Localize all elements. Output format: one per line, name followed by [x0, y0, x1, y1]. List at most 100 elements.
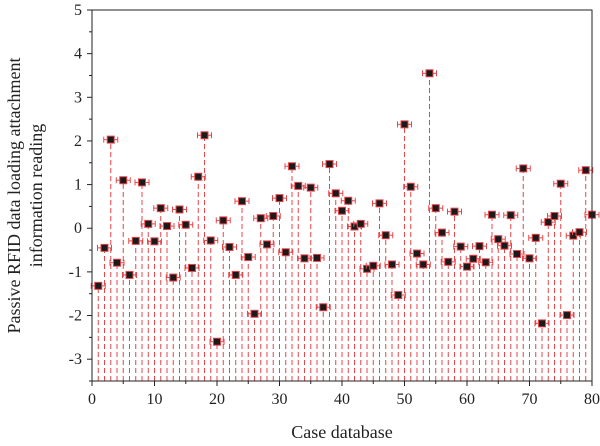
point-64	[488, 210, 496, 219]
point-65	[494, 235, 503, 244]
point-10	[150, 237, 159, 246]
point-23	[231, 270, 240, 279]
point-73	[544, 218, 553, 227]
point-61	[469, 254, 478, 263]
point-33	[294, 181, 303, 190]
point-12	[163, 222, 171, 231]
point-29	[269, 212, 278, 221]
point-2	[100, 243, 109, 252]
point-68	[513, 249, 521, 258]
point-13	[169, 273, 178, 282]
point-16	[188, 263, 196, 272]
y-tick-label-2: 2	[74, 133, 82, 150]
point-24	[238, 197, 246, 206]
point-1	[94, 281, 103, 290]
x-tick-label-10: 10	[147, 391, 163, 408]
point-60	[463, 262, 471, 271]
point-71	[531, 233, 540, 242]
point-63	[481, 258, 490, 267]
point-39	[331, 189, 340, 198]
plot-frame	[91, 9, 593, 382]
point-49	[394, 291, 403, 300]
y-tick-label-3: 3	[74, 89, 82, 106]
point-35	[306, 183, 315, 192]
point-54	[425, 69, 434, 78]
point-62	[475, 242, 484, 251]
point-32	[288, 162, 296, 171]
point-6	[125, 270, 134, 279]
point-9	[144, 219, 153, 228]
point-5	[119, 176, 128, 185]
y-tick-label-4: 4	[74, 46, 82, 63]
point-55	[431, 204, 440, 213]
point-3	[106, 135, 115, 144]
point-50	[400, 120, 409, 129]
point-51	[406, 182, 415, 191]
y-tick-label--1: -1	[69, 264, 82, 281]
point-46	[375, 199, 384, 208]
y-tick-label--3: -3	[69, 351, 82, 368]
point-17	[194, 172, 203, 181]
point-48	[388, 260, 396, 269]
point-74	[550, 212, 559, 221]
point-8	[138, 178, 146, 187]
point-22	[225, 243, 234, 252]
y-axis-label-line-2: information reading	[26, 124, 46, 267]
y-tick-label-5: 5	[74, 2, 82, 19]
point-38	[325, 160, 334, 169]
point-79	[581, 166, 590, 175]
x-tick-label-60: 60	[459, 391, 475, 408]
x-tick-label-0: 0	[88, 391, 96, 408]
point-41	[344, 196, 353, 205]
point-70	[525, 254, 534, 263]
point-53	[419, 260, 428, 269]
point-36	[313, 253, 321, 262]
point-25	[244, 253, 253, 262]
point-52	[413, 249, 421, 258]
y-tick-label--2: -2	[69, 308, 82, 325]
point-14	[175, 205, 184, 214]
y-tick-label-0: 0	[74, 220, 82, 237]
point-47	[381, 231, 390, 240]
point-26	[250, 309, 259, 318]
point-57	[444, 257, 453, 266]
point-4	[113, 258, 121, 267]
point-69	[519, 164, 528, 173]
point-7	[131, 236, 140, 245]
point-43	[356, 219, 365, 228]
x-tick-label-70: 70	[522, 391, 538, 408]
x-tick-label-80: 80	[584, 391, 600, 408]
point-30	[275, 194, 284, 203]
point-31	[281, 248, 290, 257]
point-56	[438, 228, 446, 237]
point-20	[213, 337, 221, 346]
x-tick-label-30: 30	[272, 391, 288, 408]
point-28	[263, 240, 271, 249]
y-tick-label-1: 1	[74, 177, 82, 194]
point-75	[556, 179, 565, 188]
point-27	[256, 214, 265, 223]
x-axis-label: Case database	[291, 422, 392, 442]
point-66	[500, 241, 509, 250]
point-37	[319, 303, 328, 312]
point-72	[538, 319, 546, 328]
point-40	[338, 206, 346, 215]
point-21	[219, 216, 228, 225]
y-axis-label-line-1: Passive RFID data loading attachment	[4, 58, 24, 334]
point-59	[456, 242, 465, 251]
point-11	[156, 204, 165, 213]
point-19	[206, 236, 215, 245]
x-tick-label-50: 50	[397, 391, 413, 408]
point-67	[506, 211, 515, 220]
point-18	[200, 131, 209, 140]
point-58	[450, 207, 459, 216]
point-76	[563, 311, 571, 320]
point-45	[369, 261, 378, 270]
point-78	[575, 228, 584, 237]
point-15	[181, 220, 190, 229]
point-34	[300, 254, 309, 263]
x-tick-label-20: 20	[209, 391, 225, 408]
x-tick-label-40: 40	[334, 391, 350, 408]
